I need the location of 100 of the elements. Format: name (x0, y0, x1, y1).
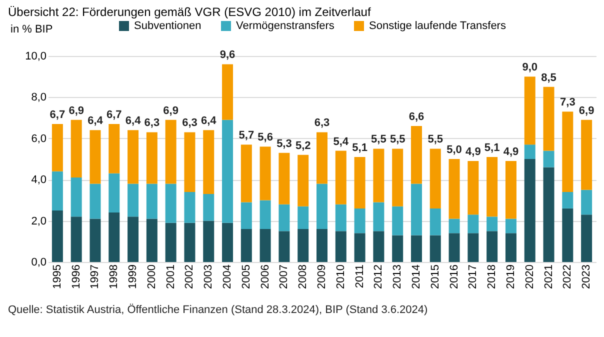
total-label: 6,4 (200, 115, 218, 128)
bar (505, 161, 516, 219)
bar (128, 184, 139, 217)
bar (146, 184, 158, 219)
bar (543, 86, 554, 151)
bar (524, 76, 536, 145)
bar (486, 231, 498, 262)
legend-label: Sonstige laufende Transfers (369, 20, 506, 32)
bar (146, 218, 158, 262)
bar (486, 216, 498, 232)
x-tick-label: 2009 (316, 264, 328, 289)
total-label: 6,3 (144, 117, 160, 130)
total-label: 6,7 (106, 108, 122, 121)
bar (316, 132, 328, 184)
bar (505, 218, 516, 234)
bar (448, 159, 460, 219)
bar (298, 229, 309, 262)
bar (184, 132, 196, 192)
total-label: 6,7 (50, 108, 66, 121)
bar (373, 148, 384, 202)
x-tick-label: 2008 (297, 264, 310, 289)
bar (430, 148, 441, 208)
bar (108, 173, 120, 213)
x-tick-label: 2023 (580, 264, 593, 289)
y-tick-label: 4,0 (31, 174, 46, 186)
bar (392, 235, 404, 262)
bar (335, 150, 346, 204)
bar (581, 120, 592, 190)
bar (316, 184, 328, 230)
total-label: 5,6 (258, 132, 273, 144)
x-tick-label: 2021 (542, 264, 555, 289)
bar (448, 218, 460, 234)
y-tick-label: 8,0 (31, 92, 46, 104)
x-tick-label: 2013 (392, 264, 404, 289)
total-label: 4,9 (466, 146, 481, 158)
x-tick-label: 2000 (146, 264, 158, 289)
bar (410, 235, 422, 262)
bar (562, 112, 574, 192)
bar (165, 222, 176, 262)
bar (128, 216, 139, 262)
bar (505, 233, 516, 262)
bar (581, 190, 592, 215)
bar (298, 154, 309, 206)
bar (90, 184, 101, 219)
x-tick-label: 2012 (372, 264, 385, 289)
bar (543, 167, 554, 262)
x-tick-label: 1995 (51, 264, 64, 289)
bar (278, 152, 290, 204)
bar (128, 130, 139, 184)
bar (562, 192, 574, 208)
x-tick-label: 2004 (222, 264, 234, 289)
bar (70, 120, 82, 178)
bar (410, 126, 422, 184)
total-label: 5,1 (484, 142, 500, 154)
legend-label: Subventionen (134, 20, 202, 32)
x-tick-label: 2018 (486, 264, 498, 289)
bar (468, 233, 479, 262)
bar (240, 229, 252, 262)
total-label: 5,5 (371, 134, 386, 146)
bar (562, 208, 574, 262)
total-label: 5,3 (276, 138, 292, 150)
x-tick-label: 1998 (108, 264, 120, 289)
total-label: 6,9 (68, 104, 84, 117)
bar (543, 150, 554, 168)
bar (222, 64, 234, 120)
bar (260, 229, 271, 262)
bar (430, 208, 441, 236)
bar (240, 144, 252, 202)
bar (90, 130, 101, 184)
bar (70, 178, 82, 217)
bar (90, 218, 101, 262)
chart-title: Übersicht 22: Förderungen gemäß VGR (ESVG 2010) im Zeitverlauf (8, 5, 372, 19)
bar (335, 231, 346, 262)
total-label: 5,0 (446, 144, 462, 156)
bar (52, 210, 63, 262)
bar (430, 235, 441, 262)
total-label: 6,6 (408, 111, 424, 124)
legend-label: Vermögenstransfers (236, 20, 335, 32)
total-label: 6,4 (125, 115, 142, 128)
total-label: 6,9 (163, 104, 178, 117)
bar (52, 124, 63, 172)
x-tick-label: 2015 (429, 264, 442, 289)
x-tick-label: 2014 (410, 264, 422, 289)
y-tick-label: 0,0 (31, 256, 46, 268)
bar (581, 214, 592, 262)
total-label: 4,9 (503, 146, 519, 158)
x-tick-label: 2001 (164, 264, 177, 289)
y-tick-label: 2,0 (31, 215, 46, 228)
total-label: 9,6 (220, 49, 236, 62)
x-tick-label: 2010 (334, 264, 347, 289)
bar (165, 184, 176, 223)
bar (486, 156, 498, 217)
bar (354, 208, 366, 234)
x-tick-label: 2019 (504, 264, 517, 289)
total-label: 5,5 (428, 134, 444, 146)
bar (373, 202, 384, 232)
bar (222, 222, 234, 262)
bar (165, 120, 176, 184)
y-tick-label: 10,0 (25, 50, 46, 62)
x-tick-label: 1996 (70, 264, 82, 289)
